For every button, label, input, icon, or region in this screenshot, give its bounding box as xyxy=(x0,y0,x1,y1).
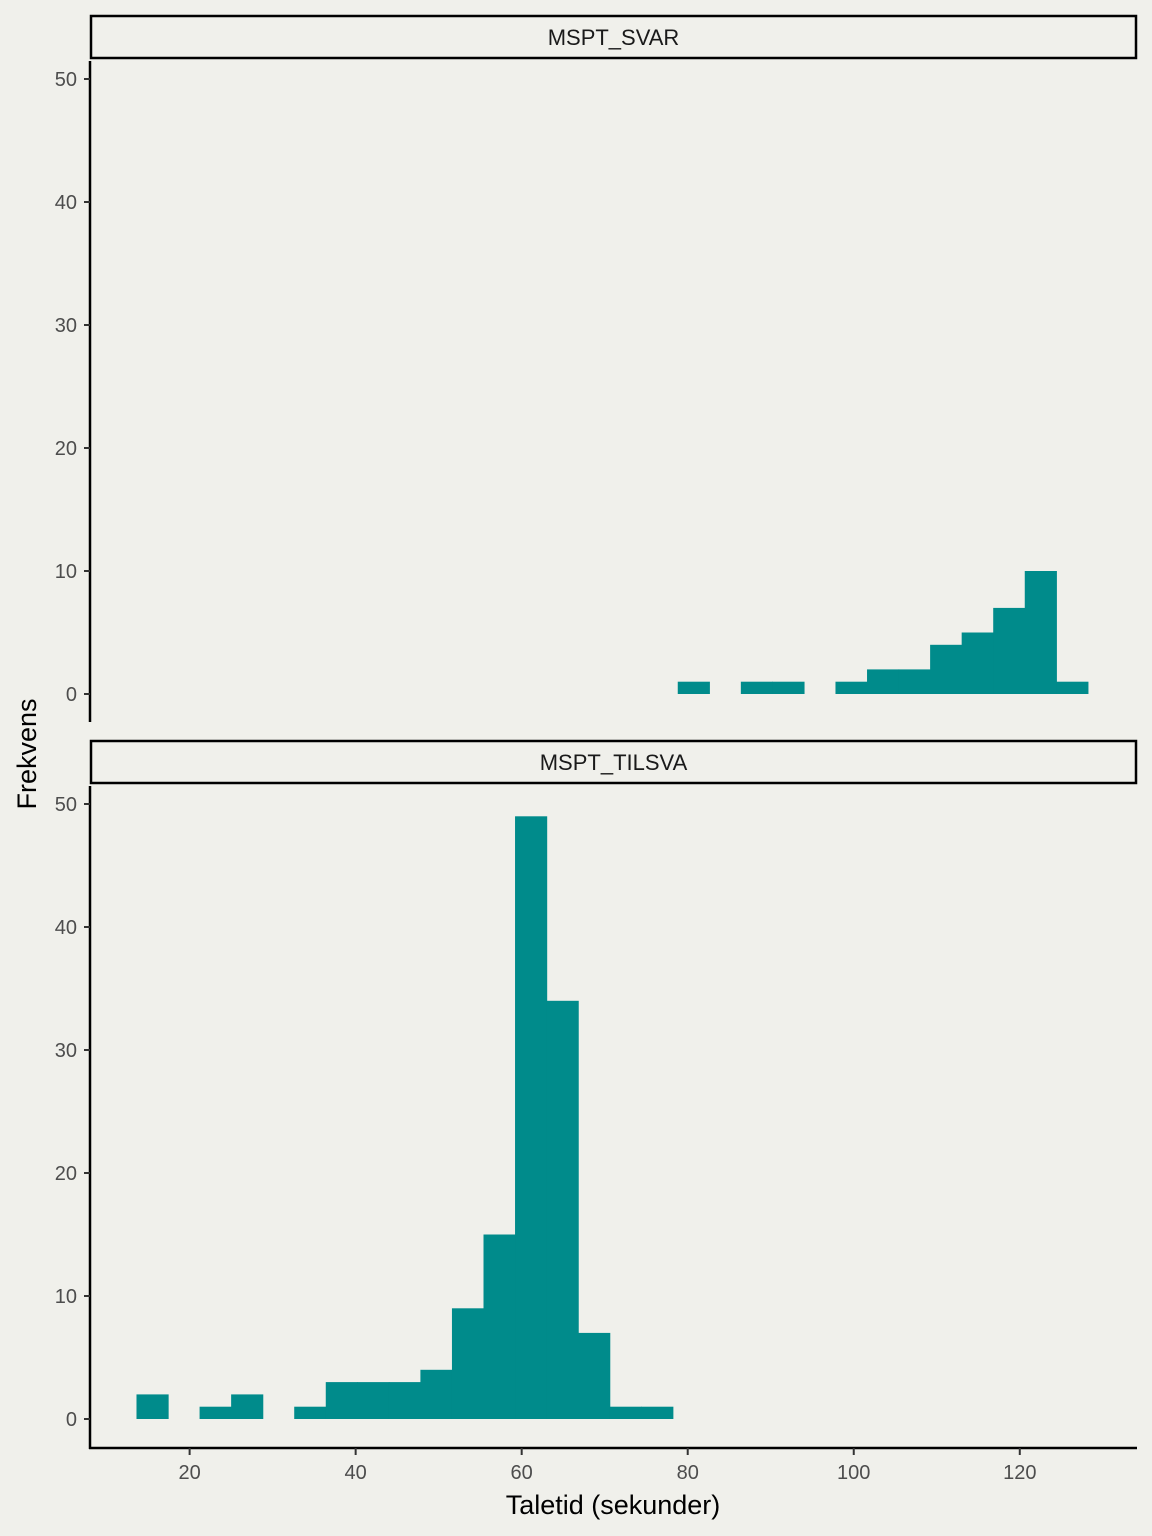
histogram-bar xyxy=(677,681,710,694)
histogram-bar xyxy=(515,816,548,1419)
histogram-bar xyxy=(546,1000,579,1419)
x-axis-ticks: 20 40 60 80 100 120 xyxy=(178,1448,1036,1484)
histogram-bar xyxy=(867,669,900,694)
histogram-bar xyxy=(199,1406,232,1419)
histogram-bar xyxy=(136,1394,169,1419)
histogram-bar xyxy=(930,644,963,694)
y-tick-label: 10 xyxy=(55,561,77,583)
y-tick-label: 30 xyxy=(55,315,77,337)
histogram-bar xyxy=(835,681,868,694)
y-tick-label: 0 xyxy=(66,1409,77,1431)
histogram-bar xyxy=(772,681,805,694)
x-axis-title: Taletid (sekunder) xyxy=(506,1490,721,1520)
histogram-bar xyxy=(325,1382,358,1419)
panel-mspt-svar: MSPT_SVAR 0 10 20 30 40 50 xyxy=(55,14,1138,722)
histogram-bar xyxy=(231,1394,264,1419)
histogram-bar xyxy=(483,1234,516,1419)
histogram-bar xyxy=(740,681,773,694)
y-tick-label: 50 xyxy=(55,69,77,91)
y-tick-label: 40 xyxy=(55,917,77,939)
bars xyxy=(677,571,1089,694)
histogram-bar xyxy=(641,1406,674,1419)
strip-box xyxy=(89,739,1138,785)
bars xyxy=(136,816,674,1419)
y-tick-label: 20 xyxy=(55,1163,77,1185)
panel-mspt-tilsva: MSPT_TILSVA 0 10 20 30 40 50 xyxy=(55,739,1138,1449)
y-axis-ticks: 0 10 20 30 40 50 xyxy=(55,69,90,706)
y-tick-label: 30 xyxy=(55,1040,77,1062)
histogram-bar xyxy=(357,1382,390,1419)
x-tick-label: 120 xyxy=(1003,1462,1036,1484)
histogram-bar xyxy=(388,1382,422,1419)
histogram-bar xyxy=(451,1308,485,1419)
x-tick-label: 80 xyxy=(677,1462,699,1484)
histogram-bar xyxy=(420,1369,453,1419)
y-axis-ticks: 0 10 20 30 40 50 xyxy=(55,794,90,1431)
x-tick-label: 100 xyxy=(837,1462,870,1484)
strip-box xyxy=(89,14,1138,60)
histogram-bar xyxy=(294,1406,327,1419)
y-tick-label: 40 xyxy=(55,192,77,214)
y-axis-title: Frekvens xyxy=(12,698,42,809)
x-tick-label: 20 xyxy=(178,1462,200,1484)
x-tick-label: 40 xyxy=(345,1462,367,1484)
histogram-bar xyxy=(1056,681,1089,694)
strip-label: MSPT_TILSVA xyxy=(540,750,688,775)
histogram-bar xyxy=(898,669,931,694)
histogram-bar xyxy=(578,1332,611,1419)
histogram-bar xyxy=(1024,571,1057,694)
y-tick-label: 0 xyxy=(66,684,77,706)
histogram-bar xyxy=(993,607,1026,694)
y-tick-label: 50 xyxy=(55,794,77,816)
strip-label: MSPT_SVAR xyxy=(548,25,680,50)
y-tick-label: 20 xyxy=(55,438,77,460)
x-tick-label: 60 xyxy=(511,1462,533,1484)
y-tick-label: 10 xyxy=(55,1286,77,1308)
histogram-bar xyxy=(609,1406,642,1419)
histogram-bar xyxy=(961,632,994,694)
